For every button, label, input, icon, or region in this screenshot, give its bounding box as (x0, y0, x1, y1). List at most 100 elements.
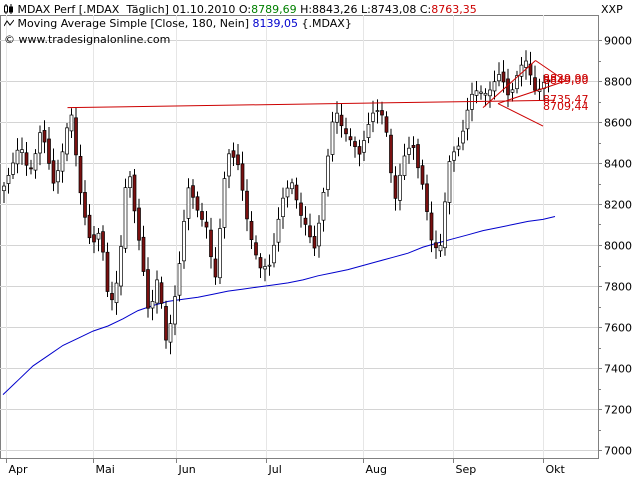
ma-value: 8139,05 (252, 17, 299, 30)
candle-body (60, 151, 65, 172)
candle-body (92, 234, 96, 243)
candle-body (227, 153, 231, 177)
candle-body (402, 155, 407, 176)
candle-body (38, 132, 42, 154)
candle-body (186, 187, 191, 219)
y-tick-label: 8000 (604, 240, 632, 253)
candle-body (200, 211, 204, 220)
candle-body (74, 117, 78, 156)
candle-body (528, 63, 533, 76)
candle-body (105, 251, 110, 292)
y-axis: 9000 8800 8600 8400 8200 8000 7800 7600 7400 7200… (598, 35, 632, 458)
candle-body (236, 154, 240, 166)
candle-body (501, 71, 506, 83)
candle-body (78, 156, 83, 194)
candle-body (524, 60, 528, 68)
candle-body (317, 222, 321, 247)
candle-body (128, 176, 132, 189)
x-tick-label: Apr (9, 463, 29, 476)
candle-body (276, 218, 281, 243)
y-tick-label: 7000 (604, 445, 632, 458)
candle-body (483, 92, 488, 96)
candle-body (65, 127, 69, 155)
candle-body (474, 90, 479, 96)
candle-body (335, 112, 339, 123)
moving-average-line (2, 216, 556, 395)
candle-body (191, 185, 195, 198)
moving-average (2, 216, 556, 395)
candle-body (182, 221, 186, 262)
candle-body (24, 152, 29, 166)
candle-body (416, 144, 420, 169)
candle-body (371, 112, 375, 122)
candle-body (33, 153, 38, 171)
header-instrument: MDAX Perf [.MDAX Täglich] 01.10.2010 (17, 3, 239, 16)
candle-body (366, 124, 371, 138)
high-low-values: H:8843,26 L:8743,08 (296, 3, 420, 16)
candle-body (452, 151, 456, 161)
candle-body (146, 269, 150, 309)
candle-body (294, 184, 299, 201)
candle-body (123, 187, 128, 249)
candle-body (321, 192, 326, 221)
candle-body (141, 236, 146, 272)
y-tick-label: 8200 (604, 199, 632, 212)
candle-body (411, 145, 416, 148)
candle-body (6, 175, 11, 184)
symbol-label: XXP (601, 3, 623, 16)
y-tick-label: 7400 (604, 363, 632, 376)
candle-body (393, 175, 398, 199)
candle-body (515, 75, 519, 90)
copyright-line: © www.tradesignalonline.com (4, 33, 170, 47)
candle-body (281, 197, 285, 218)
candle-body (506, 78, 510, 96)
candle-body (267, 264, 272, 267)
candle-body (209, 229, 213, 258)
candle-body (465, 109, 470, 130)
candle-body (96, 232, 101, 240)
price-label: 8709,44 (543, 100, 589, 113)
x-tick-label: Aug (366, 463, 387, 476)
y-tick-label: 8800 (604, 76, 632, 89)
y-tick-label: 8400 (604, 158, 632, 171)
candle-body (353, 141, 357, 147)
y-tick-label: 8600 (604, 117, 632, 130)
candle-body (240, 163, 245, 191)
x-tick-label: Sep (456, 463, 477, 476)
candle-body (447, 161, 452, 203)
candle-body (222, 178, 227, 228)
candle-body (429, 212, 434, 241)
candle-body (272, 244, 276, 264)
candle-body (245, 190, 249, 220)
candle-body (438, 245, 443, 252)
x-tick-label: Okt (546, 463, 566, 476)
candle-body (362, 140, 366, 153)
trend-lines (67, 60, 566, 127)
candle-body (204, 221, 209, 228)
candle-body (303, 217, 308, 225)
x-axis: Apr Mai Jun Jul Aug Sep Okt (6, 458, 566, 476)
ma-description: Moving Average Simple [Close, 180, Nein] (17, 17, 253, 30)
candle-body (249, 221, 254, 241)
candle-body (398, 174, 402, 201)
candle-icon (4, 4, 13, 14)
candle-body (375, 110, 380, 112)
copyright-text: © www.tradesignalonline.com (4, 33, 171, 46)
close-value: 8763,35 (431, 3, 477, 16)
candle-body (290, 182, 294, 190)
candle-body (344, 128, 348, 135)
candle-body (195, 196, 200, 211)
candle-body (150, 301, 155, 309)
candle-body (308, 225, 312, 238)
candle-body (29, 167, 33, 170)
candle-body (110, 293, 114, 301)
close-label: C: (419, 3, 432, 16)
candle-body (330, 121, 335, 155)
candle-body (546, 79, 551, 83)
header-line-2: Moving Average Simple [Close, 180, Nein]… (3, 17, 352, 31)
candle-body (479, 91, 483, 94)
candle-body (326, 155, 330, 190)
candle-body (519, 64, 524, 77)
